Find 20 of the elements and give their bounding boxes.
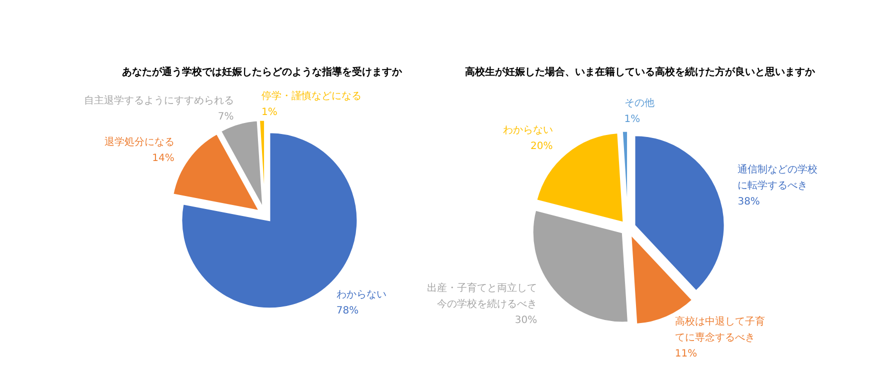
slice-label: 停学・謹慎などになる — [261, 90, 362, 102]
data-label: 38% — [738, 196, 760, 208]
slice-label: わからない — [502, 125, 553, 136]
data-label: 14% — [152, 153, 174, 164]
chart-title: 高校生が妊娠した場合、いま在籍している高校を続けた方が良いと思いますか — [465, 66, 816, 78]
data-label: 78% — [336, 305, 359, 316]
slice-label: 出産・子育てと両立して今の学校を続けるべき — [427, 282, 538, 310]
data-label: 1% — [261, 107, 278, 118]
data-label: 11% — [674, 348, 698, 360]
slice-label: 退学処分になる — [104, 136, 174, 148]
slice-label: 通信制などの学校に転学するべき — [738, 164, 818, 192]
slice-label: 高校は中退して子育てに専念するべき — [674, 315, 765, 344]
slice-label: その他 — [624, 97, 654, 110]
slice-label: 自主退学するようにすすめられる — [84, 94, 234, 106]
data-label: 20% — [530, 141, 553, 152]
data-label: 30% — [514, 315, 538, 326]
chart-title: あなたが通う学校では妊娠したらどのような指導を受けますか — [122, 66, 403, 78]
data-label: 1% — [624, 114, 640, 126]
data-label: 7% — [218, 111, 234, 122]
slice-label: わからない — [336, 289, 386, 300]
